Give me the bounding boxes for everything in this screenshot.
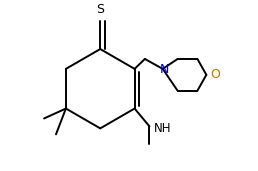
Text: N: N bbox=[160, 63, 170, 76]
Text: O: O bbox=[210, 68, 220, 81]
Text: S: S bbox=[96, 3, 104, 16]
Text: NH: NH bbox=[154, 122, 171, 135]
